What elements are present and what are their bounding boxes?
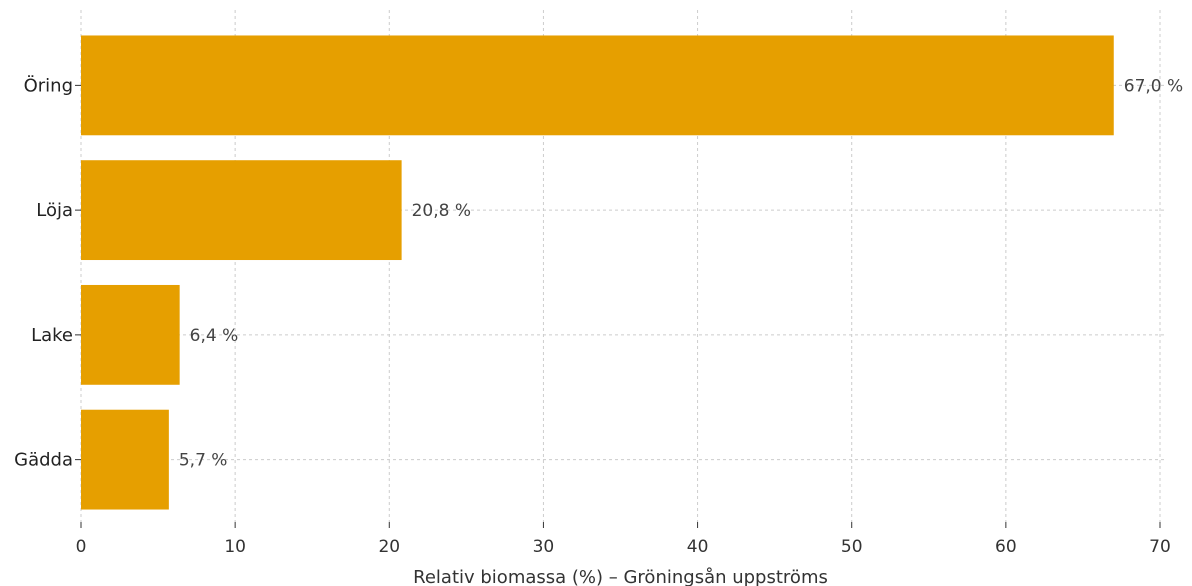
category-label: Öring bbox=[24, 74, 73, 96]
value-label: 5,7 % bbox=[179, 451, 228, 471]
x-tick-label: 10 bbox=[224, 537, 246, 557]
bar bbox=[81, 409, 169, 510]
axis-layer: 0 10 20 30 40 50 60 70 bbox=[75, 84, 1171, 557]
x-tick-label: 0 bbox=[76, 537, 87, 557]
x-tick-label: 60 bbox=[995, 537, 1017, 557]
bar-layer bbox=[81, 35, 1114, 510]
bar bbox=[81, 284, 180, 385]
value-label: 6,4 % bbox=[190, 326, 239, 346]
x-tick-label: 30 bbox=[533, 537, 555, 557]
x-tick-label: 70 bbox=[1149, 537, 1171, 557]
category-label: Löja bbox=[36, 200, 73, 221]
x-tick-label: 20 bbox=[378, 537, 400, 557]
bar bbox=[81, 160, 402, 261]
label-layer: Öring 67,0 % Löja 20,8 % Lake 6,4 % Gädda 5,7 % bbox=[14, 74, 1183, 470]
x-tick-label: 50 bbox=[841, 537, 863, 557]
bar bbox=[81, 35, 1114, 136]
x-tick-label: 40 bbox=[687, 537, 709, 557]
category-label: Gädda bbox=[14, 450, 73, 471]
x-axis-title: Relativ biomassa (%) – Gröningsån uppstr… bbox=[413, 567, 828, 586]
value-label: 67,0 % bbox=[1124, 76, 1183, 96]
value-label: 20,8 % bbox=[412, 201, 471, 221]
category-label: Lake bbox=[31, 325, 73, 346]
